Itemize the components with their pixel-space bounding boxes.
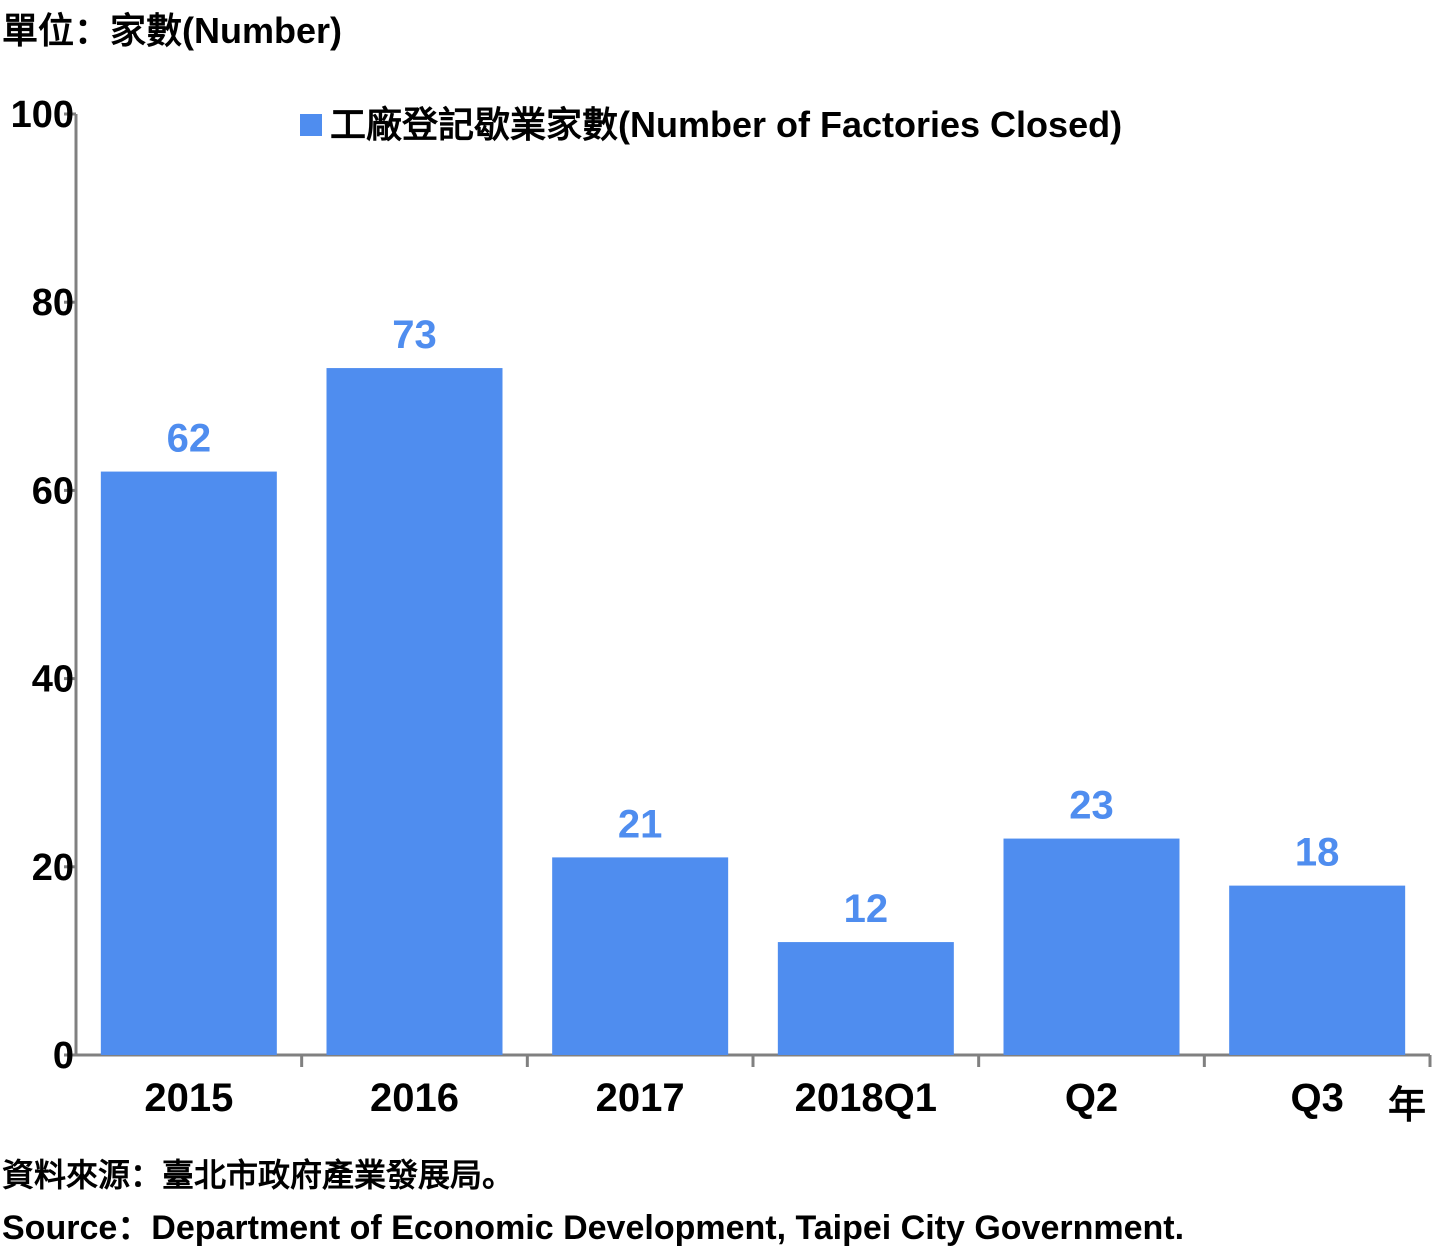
y-tick-label: 80 <box>32 282 74 324</box>
legend-swatch <box>300 114 322 136</box>
chart-bars: 62 2015 73 2016 21 2017 12 2018Q1 23 Q2 18 Q3 <box>100 313 1406 1120</box>
legend-label: 工廠登記歇業家數(Number of Factories Closed) <box>330 104 1122 145</box>
bar <box>1003 838 1180 1055</box>
source-note-en: Source：Department of Economic Developmen… <box>2 1209 1185 1247</box>
source-note-zh: 資料來源：臺北市政府產業發展局。 <box>2 1157 515 1193</box>
x-axis-unit-label: 年 <box>1388 1085 1427 1127</box>
bar <box>1229 885 1406 1055</box>
y-tick-label: 40 <box>32 659 74 701</box>
y-tick-label: 20 <box>32 847 74 889</box>
y-tick-label: 0 <box>53 1035 74 1077</box>
bar <box>326 368 503 1055</box>
y-tick-label: 60 <box>32 470 74 512</box>
data-label: 12 <box>844 887 889 931</box>
chart-axes: 0 20 40 60 80 100 <box>11 94 1432 1077</box>
data-label: 73 <box>392 313 437 357</box>
bar <box>552 857 729 1055</box>
data-label: 18 <box>1295 831 1340 875</box>
y-tick-label: 100 <box>11 94 74 136</box>
data-label: 21 <box>618 802 663 846</box>
unit-label: 單位：家數(Number) <box>2 10 342 51</box>
x-tick-label: 2018Q1 <box>795 1076 937 1120</box>
data-label: 23 <box>1069 784 1114 828</box>
x-tick-label: 2016 <box>370 1076 459 1120</box>
x-tick-label: 2017 <box>596 1076 685 1120</box>
x-tick-label: 2015 <box>144 1076 233 1120</box>
x-tick-label: Q2 <box>1065 1076 1118 1120</box>
bar <box>777 942 954 1055</box>
x-tick-label: Q3 <box>1290 1076 1343 1120</box>
bar <box>100 471 277 1056</box>
data-label: 62 <box>167 417 212 461</box>
chart-legend: 工廠登記歇業家數(Number of Factories Closed) <box>300 104 1122 145</box>
